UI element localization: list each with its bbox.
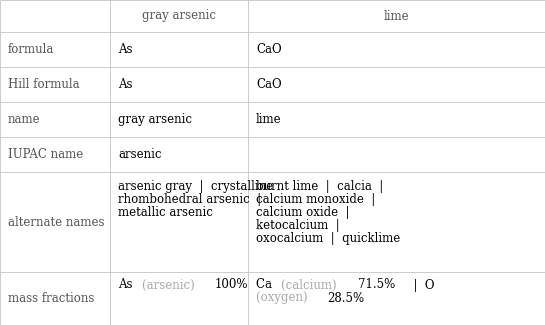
Text: burnt lime  |  calcia  |: burnt lime | calcia | <box>256 180 383 193</box>
Text: calcium monoxide  |: calcium monoxide | <box>256 193 376 206</box>
Text: rhombohedral arsenic  |: rhombohedral arsenic | <box>118 193 261 206</box>
Text: 100%: 100% <box>214 279 248 292</box>
Text: 71.5%: 71.5% <box>358 279 395 292</box>
Text: (oxygen): (oxygen) <box>256 292 311 305</box>
Text: Ca: Ca <box>256 279 276 292</box>
Text: (calcium): (calcium) <box>281 279 341 292</box>
Text: arsenic gray  |  crystalline: arsenic gray | crystalline <box>118 180 273 193</box>
Text: gray arsenic: gray arsenic <box>142 9 216 22</box>
Text: CaO: CaO <box>256 43 282 56</box>
Text: IUPAC name: IUPAC name <box>8 148 83 161</box>
Text: 28.5%: 28.5% <box>328 292 365 305</box>
Text: As: As <box>118 43 132 56</box>
Text: mass fractions: mass fractions <box>8 292 94 305</box>
Text: As: As <box>118 78 132 91</box>
Text: name: name <box>8 113 41 126</box>
Text: calcium oxide  |: calcium oxide | <box>256 206 349 219</box>
Text: formula: formula <box>8 43 54 56</box>
Text: CaO: CaO <box>256 78 282 91</box>
Text: (arsenic): (arsenic) <box>142 279 198 292</box>
Text: lime: lime <box>256 113 282 126</box>
Text: |  O: | O <box>406 279 435 292</box>
Text: oxocalcium  |  quicklime: oxocalcium | quicklime <box>256 232 400 245</box>
Text: Hill formula: Hill formula <box>8 78 80 91</box>
Text: As: As <box>118 279 136 292</box>
Text: alternate names: alternate names <box>8 215 105 228</box>
Text: ketocalcium  |: ketocalcium | <box>256 219 340 232</box>
Text: lime: lime <box>384 9 409 22</box>
Text: metallic arsenic: metallic arsenic <box>118 206 213 219</box>
Text: arsenic: arsenic <box>118 148 161 161</box>
Text: gray arsenic: gray arsenic <box>118 113 192 126</box>
